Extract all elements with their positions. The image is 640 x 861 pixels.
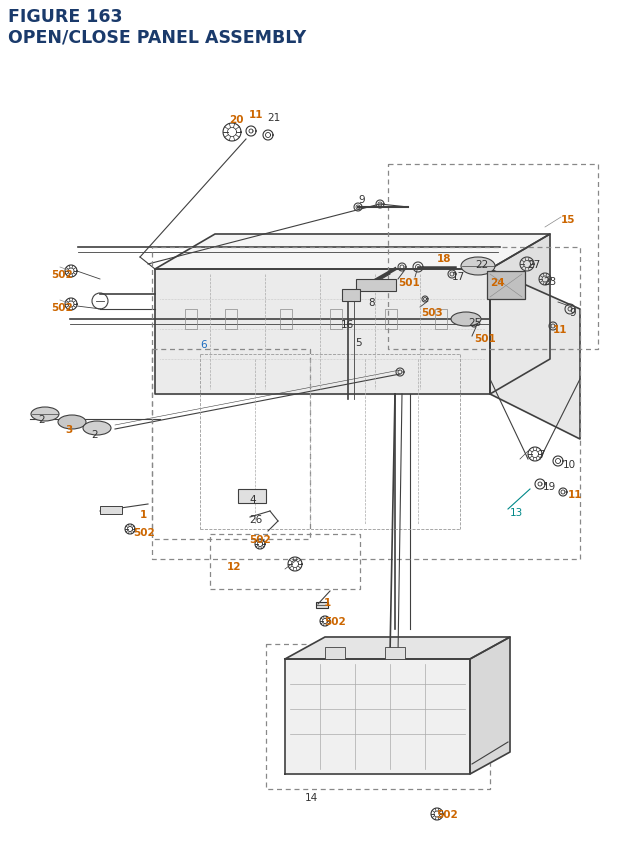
Ellipse shape bbox=[451, 313, 481, 326]
Text: 14: 14 bbox=[305, 792, 318, 802]
Text: 501: 501 bbox=[398, 278, 420, 288]
Bar bbox=[280, 310, 292, 330]
Ellipse shape bbox=[58, 416, 86, 430]
Text: 25: 25 bbox=[468, 318, 481, 328]
Text: 7: 7 bbox=[538, 449, 545, 460]
Text: 503: 503 bbox=[421, 307, 443, 318]
Text: 502: 502 bbox=[324, 616, 346, 626]
Text: 502: 502 bbox=[51, 303, 73, 313]
Text: 502: 502 bbox=[51, 269, 73, 280]
Bar bbox=[342, 289, 360, 301]
Text: 17: 17 bbox=[452, 272, 465, 282]
Text: 12: 12 bbox=[227, 561, 241, 572]
Text: 9: 9 bbox=[569, 307, 575, 318]
Text: 16: 16 bbox=[341, 319, 355, 330]
Ellipse shape bbox=[83, 422, 111, 436]
Text: 8: 8 bbox=[368, 298, 374, 307]
Polygon shape bbox=[285, 637, 510, 660]
Text: 24: 24 bbox=[490, 278, 504, 288]
Polygon shape bbox=[490, 235, 550, 394]
Text: 13: 13 bbox=[510, 507, 524, 517]
Ellipse shape bbox=[461, 257, 495, 276]
Bar bbox=[487, 272, 525, 300]
Polygon shape bbox=[155, 235, 550, 269]
Text: 10: 10 bbox=[563, 460, 576, 469]
Text: 1: 1 bbox=[140, 510, 147, 519]
Text: 20: 20 bbox=[229, 115, 243, 125]
Text: OPEN/CLOSE PANEL ASSEMBLY: OPEN/CLOSE PANEL ASSEMBLY bbox=[8, 29, 306, 47]
Polygon shape bbox=[470, 637, 510, 774]
Text: 11: 11 bbox=[249, 110, 264, 120]
Text: 502: 502 bbox=[436, 809, 458, 819]
Text: FIGURE 163: FIGURE 163 bbox=[8, 8, 122, 26]
Text: 21: 21 bbox=[267, 113, 280, 123]
Bar bbox=[100, 506, 122, 514]
Bar bbox=[225, 310, 237, 330]
Text: 502: 502 bbox=[249, 535, 271, 544]
Text: 27: 27 bbox=[527, 260, 540, 269]
Bar bbox=[385, 310, 397, 330]
Text: 9: 9 bbox=[358, 195, 365, 205]
Bar bbox=[356, 280, 396, 292]
Text: 1: 1 bbox=[324, 598, 332, 607]
Text: 26: 26 bbox=[249, 514, 262, 524]
Bar bbox=[316, 603, 328, 608]
Text: 23: 23 bbox=[543, 276, 556, 287]
Polygon shape bbox=[490, 269, 580, 439]
Text: 6: 6 bbox=[200, 339, 207, 350]
Bar bbox=[325, 647, 345, 660]
Text: 502: 502 bbox=[133, 528, 155, 537]
Bar bbox=[385, 647, 405, 660]
Text: 501: 501 bbox=[474, 333, 496, 344]
Text: 4: 4 bbox=[249, 494, 255, 505]
Text: 19: 19 bbox=[543, 481, 556, 492]
Bar bbox=[238, 489, 266, 504]
Text: 22: 22 bbox=[475, 260, 488, 269]
Text: 15: 15 bbox=[561, 214, 575, 225]
Text: 5: 5 bbox=[355, 338, 362, 348]
Text: 3: 3 bbox=[65, 424, 72, 435]
Text: 2: 2 bbox=[91, 430, 98, 439]
Text: 11: 11 bbox=[553, 325, 568, 335]
Bar bbox=[435, 310, 447, 330]
Ellipse shape bbox=[31, 407, 59, 422]
Text: 11: 11 bbox=[568, 489, 582, 499]
Bar bbox=[185, 310, 197, 330]
Bar bbox=[330, 310, 342, 330]
Text: 18: 18 bbox=[437, 254, 451, 263]
Text: 2: 2 bbox=[38, 414, 45, 424]
Polygon shape bbox=[285, 660, 470, 774]
Polygon shape bbox=[155, 269, 490, 394]
